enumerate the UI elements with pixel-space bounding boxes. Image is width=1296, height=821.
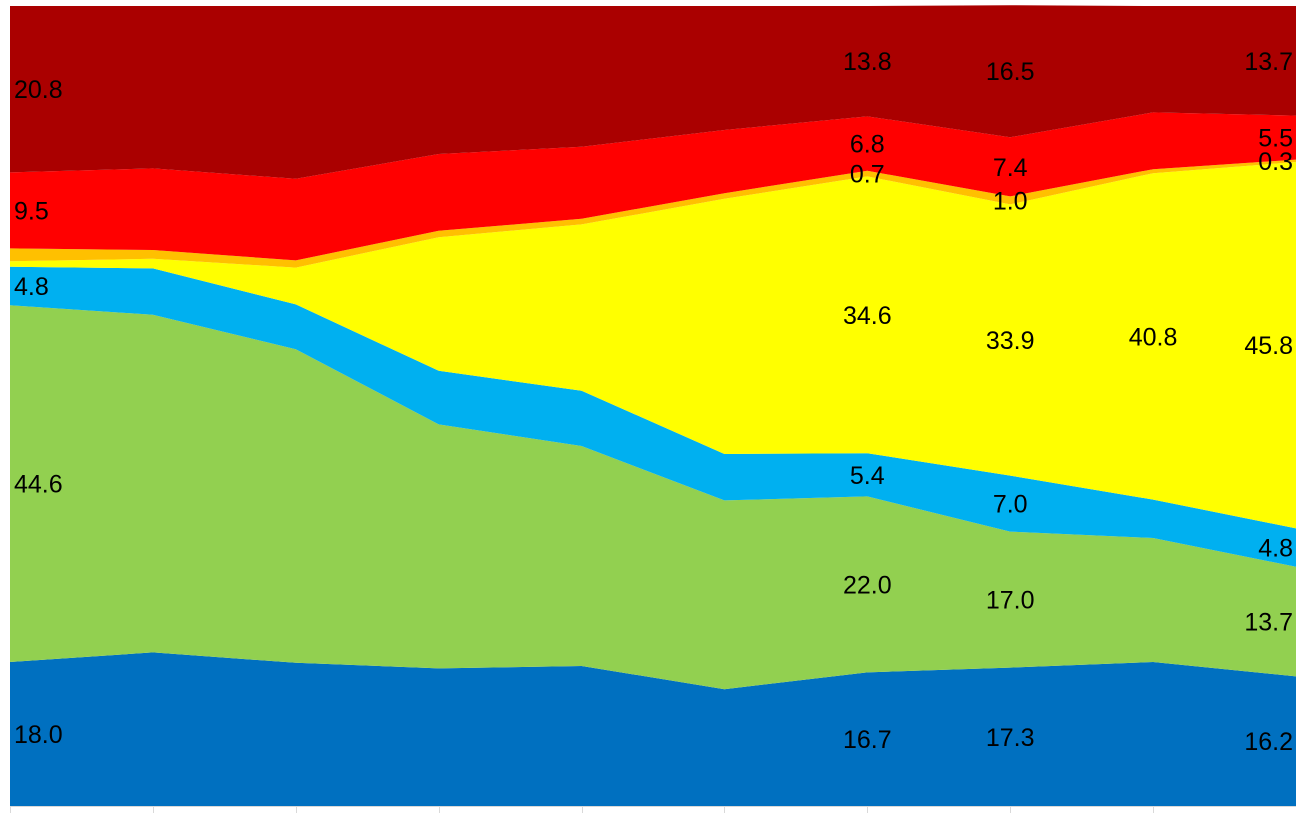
x-axis xyxy=(10,806,1296,813)
data-label-s3: 5.4 xyxy=(850,462,885,490)
data-label-s1: 16.2 xyxy=(1244,728,1293,756)
data-label-s4: 45.8 xyxy=(1244,332,1293,360)
data-label-s6: 7.4 xyxy=(993,154,1028,182)
area-s1 xyxy=(10,652,1296,806)
data-label-s6: 5.5 xyxy=(1258,125,1293,153)
data-label-s7: 13.7 xyxy=(1244,48,1293,76)
area-layer xyxy=(10,5,1296,806)
data-label-s2: 22.0 xyxy=(843,571,892,599)
data-label-s2: 13.7 xyxy=(1244,609,1293,637)
data-label-layer: 18.0 16.7 17.3 16.2 44.6 22.0 17.0 13.7 4.8 5.4 7.… xyxy=(14,48,1293,756)
area-s5 xyxy=(10,159,1296,268)
data-label-s3: 4.8 xyxy=(14,273,49,301)
data-label-s1: 16.7 xyxy=(843,726,892,754)
data-label-s7: 20.8 xyxy=(14,76,63,104)
data-label-s4: 33.9 xyxy=(986,327,1035,355)
data-label-s5: 1.0 xyxy=(993,187,1028,215)
data-label-s4: 40.8 xyxy=(1129,323,1178,351)
data-label-s5: 0.3 xyxy=(1258,148,1293,176)
area-s3 xyxy=(10,266,1296,567)
data-label-s1: 18.0 xyxy=(14,721,63,749)
area-s2 xyxy=(10,305,1296,690)
area-s7 xyxy=(10,5,1296,179)
data-label-s2: 17.0 xyxy=(986,587,1035,615)
data-label-s7: 16.5 xyxy=(986,58,1035,86)
data-label-s6: 9.5 xyxy=(14,197,49,225)
data-label-s7: 13.8 xyxy=(843,48,892,76)
data-label-s5: 0.7 xyxy=(850,161,885,189)
data-label-s1: 17.3 xyxy=(986,724,1035,752)
data-label-s3: 4.8 xyxy=(1258,535,1293,563)
area-s4 xyxy=(10,162,1296,529)
data-label-s4: 34.6 xyxy=(843,302,892,330)
data-label-s2: 44.6 xyxy=(14,471,63,499)
area-s6 xyxy=(10,112,1296,261)
data-label-s3: 7.0 xyxy=(993,491,1028,519)
data-label-s6: 6.8 xyxy=(850,131,885,159)
